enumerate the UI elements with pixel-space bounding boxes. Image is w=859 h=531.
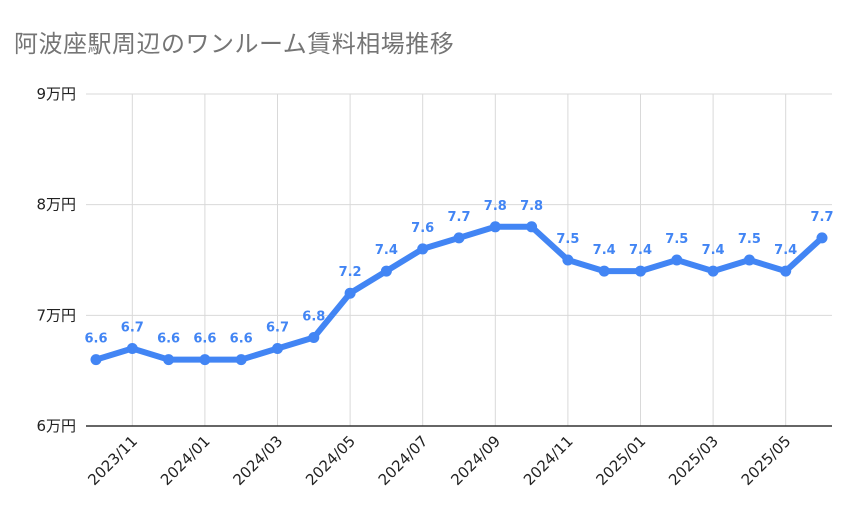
data-label: 7.7 xyxy=(810,210,833,225)
x-tick-label: 2023/11 xyxy=(84,432,141,489)
data-point xyxy=(417,243,429,255)
data-point xyxy=(743,254,755,266)
data-label: 7.8 xyxy=(520,199,543,214)
data-label: 7.6 xyxy=(411,221,434,236)
data-point xyxy=(344,287,356,299)
data-label: 7.4 xyxy=(629,243,652,258)
data-point xyxy=(707,265,719,277)
data-label: 7.5 xyxy=(665,232,688,247)
data-label: 6.6 xyxy=(230,332,253,347)
data-point xyxy=(272,343,283,355)
data-point xyxy=(598,265,610,277)
data-point xyxy=(816,232,828,244)
data-label: 7.8 xyxy=(484,199,507,214)
data-point xyxy=(671,254,683,266)
x-gridlines xyxy=(131,94,787,426)
data-point xyxy=(453,232,465,244)
data-point xyxy=(308,331,320,343)
x-tick-label: 2025/01 xyxy=(593,432,650,489)
data-label: 7.7 xyxy=(447,210,470,225)
data-label: 6.7 xyxy=(266,321,289,336)
y-tick-label: 7万円 xyxy=(36,306,76,324)
x-tick-label: 2024/07 xyxy=(375,432,432,489)
data-label: 6.6 xyxy=(193,332,216,347)
x-tick-label: 2024/11 xyxy=(520,432,577,489)
x-tick-label: 2025/03 xyxy=(665,432,722,489)
data-label: 7.2 xyxy=(339,265,362,280)
data-point xyxy=(235,354,247,366)
data-labels: 6.6 6.7 6.6 6.6 6.6 6.7 6.8 7.2 7.4 7.6 7.7 7.8 7.8 7… xyxy=(84,199,833,347)
data-points xyxy=(90,221,828,366)
data-point xyxy=(380,265,392,277)
x-tick-label: 2024/05 xyxy=(302,432,359,489)
y-tick-label: 8万円 xyxy=(36,196,76,214)
chart-title: 阿波座駅周辺のワンルーム賃料相場推移 xyxy=(14,30,455,58)
data-point xyxy=(126,343,138,355)
data-point xyxy=(163,354,175,366)
data-label: 6.8 xyxy=(302,309,325,324)
data-label: 6.6 xyxy=(84,332,107,347)
data-point xyxy=(90,354,102,366)
data-point xyxy=(489,221,501,233)
x-tick-label: 2025/05 xyxy=(738,432,795,489)
data-point xyxy=(635,265,646,277)
data-label: 6.7 xyxy=(121,321,144,336)
data-point xyxy=(526,221,538,233)
data-point xyxy=(562,254,574,266)
y-tick-labels: 6万円 7万円 8万円 9万円 xyxy=(36,85,76,435)
data-point xyxy=(199,354,211,366)
data-label: 7.5 xyxy=(556,232,579,247)
x-tick-label: 2024/09 xyxy=(447,432,504,489)
data-label: 6.6 xyxy=(157,332,180,347)
data-label: 7.4 xyxy=(702,243,725,258)
x-tick-label: 2024/01 xyxy=(157,432,214,489)
data-point xyxy=(780,265,792,277)
y-gridlines xyxy=(86,93,832,316)
x-tick-labels: 2023/11 2024/01 2024/03 2024/05 2024/07 2024/… xyxy=(84,432,794,489)
y-tick-label: 6万円 xyxy=(36,417,76,435)
x-tick-label: 2024/03 xyxy=(230,432,287,489)
data-label: 7.4 xyxy=(774,243,797,258)
data-label: 7.4 xyxy=(593,243,616,258)
y-tick-label: 9万円 xyxy=(36,85,76,103)
data-label: 7.4 xyxy=(375,243,398,258)
data-label: 7.5 xyxy=(738,232,761,247)
